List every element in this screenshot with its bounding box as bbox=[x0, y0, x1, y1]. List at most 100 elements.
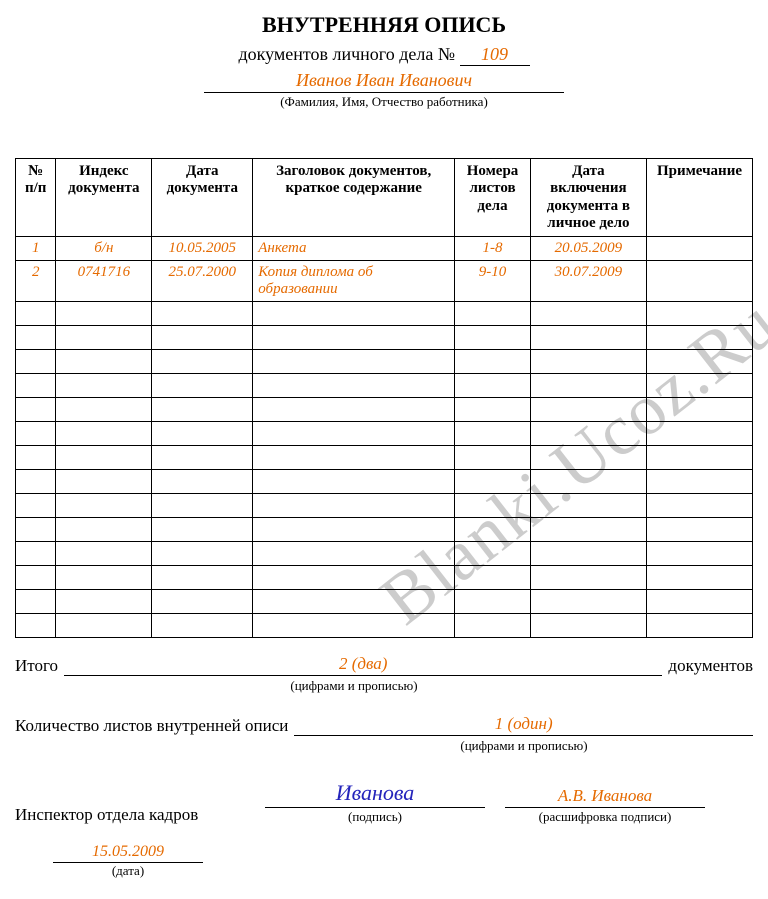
table-cell bbox=[152, 590, 253, 614]
table-cell bbox=[530, 422, 646, 446]
table-cell: 30.07.2009 bbox=[530, 261, 646, 302]
table-cell bbox=[56, 566, 152, 590]
table-cell bbox=[530, 446, 646, 470]
table-row: 1б/н10.05.2005Анкета1-820.05.2009 bbox=[16, 237, 753, 261]
table-cell: 1 bbox=[16, 237, 56, 261]
table-header-cell: № п/п bbox=[16, 159, 56, 237]
table-cell bbox=[152, 518, 253, 542]
sheets-value: 1 (один) bbox=[294, 714, 753, 736]
table-cell bbox=[56, 518, 152, 542]
table-row: 2074171625.07.2000Копия диплома об образ… bbox=[16, 261, 753, 302]
table-cell bbox=[253, 470, 455, 494]
table-cell bbox=[455, 302, 531, 326]
table-cell bbox=[56, 446, 152, 470]
table-cell bbox=[530, 590, 646, 614]
table-cell bbox=[16, 422, 56, 446]
table-cell bbox=[253, 614, 455, 638]
table-cell bbox=[455, 590, 531, 614]
case-number: 109 bbox=[460, 44, 530, 66]
table-cell bbox=[455, 422, 531, 446]
table-cell bbox=[455, 374, 531, 398]
table-cell bbox=[152, 494, 253, 518]
table-cell bbox=[646, 302, 752, 326]
table-cell: 2 bbox=[16, 261, 56, 302]
table-cell bbox=[152, 422, 253, 446]
table-cell bbox=[152, 614, 253, 638]
table-cell: б/н bbox=[56, 237, 152, 261]
table-cell bbox=[530, 302, 646, 326]
table-cell bbox=[530, 398, 646, 422]
table-cell bbox=[56, 614, 152, 638]
document-title: ВНУТРЕННЯЯ ОПИСЬ bbox=[15, 12, 753, 38]
table-cell bbox=[16, 350, 56, 374]
table-cell bbox=[56, 374, 152, 398]
signature-decoded: А.В. Иванова bbox=[558, 786, 652, 806]
table-cell bbox=[646, 566, 752, 590]
table-cell bbox=[56, 350, 152, 374]
table-cell: 9-10 bbox=[455, 261, 531, 302]
table-cell bbox=[253, 422, 455, 446]
table-row bbox=[16, 398, 753, 422]
signature-decoded-caption: (расшифровка подписи) bbox=[539, 809, 672, 825]
table-row bbox=[16, 326, 753, 350]
table-cell bbox=[455, 614, 531, 638]
table-row bbox=[16, 422, 753, 446]
sheets-row: Количество листов внутренней описи 1 (од… bbox=[15, 714, 753, 736]
signature-script: Иванова bbox=[336, 780, 415, 806]
table-row bbox=[16, 614, 753, 638]
subtitle-prefix: документов личного дела № bbox=[238, 44, 455, 64]
table-cell bbox=[16, 590, 56, 614]
table-cell: 10.05.2005 bbox=[152, 237, 253, 261]
table-header-cell: Заголовок документов, краткое содержание bbox=[253, 159, 455, 237]
table-cell bbox=[455, 446, 531, 470]
table-cell bbox=[646, 542, 752, 566]
table-cell bbox=[16, 446, 56, 470]
signature-block: Инспектор отдела кадров Иванова (подпись… bbox=[15, 780, 753, 825]
person-name-caption: (Фамилия, Имя, Отчество работника) bbox=[15, 94, 753, 110]
table-cell bbox=[646, 590, 752, 614]
table-cell: 1-8 bbox=[455, 237, 531, 261]
sheets-label: Количество листов внутренней описи bbox=[15, 716, 288, 736]
table-cell: 20.05.2009 bbox=[530, 237, 646, 261]
table-row bbox=[16, 374, 753, 398]
table-row bbox=[16, 470, 753, 494]
sign-date-caption: (дата) bbox=[53, 863, 203, 879]
table-cell: 0741716 bbox=[56, 261, 152, 302]
table-cell bbox=[646, 350, 752, 374]
total-row: Итого 2 (два) документов bbox=[15, 654, 753, 676]
table-cell bbox=[16, 398, 56, 422]
table-cell bbox=[646, 398, 752, 422]
table-cell bbox=[253, 350, 455, 374]
table-cell bbox=[646, 261, 752, 302]
table-cell bbox=[16, 566, 56, 590]
subtitle-row: документов личного дела № 109 bbox=[15, 44, 753, 66]
total-suffix: документов bbox=[668, 656, 753, 676]
table-row bbox=[16, 518, 753, 542]
table-cell bbox=[455, 470, 531, 494]
total-caption: (цифрами и прописью) bbox=[0, 678, 753, 694]
table-cell bbox=[152, 302, 253, 326]
table-cell bbox=[455, 566, 531, 590]
table-cell bbox=[16, 494, 56, 518]
table-cell bbox=[152, 326, 253, 350]
sheets-caption: (цифрами и прописью) bbox=[295, 738, 753, 754]
table-cell bbox=[530, 374, 646, 398]
table-cell bbox=[56, 590, 152, 614]
table-cell bbox=[455, 350, 531, 374]
table-cell bbox=[152, 374, 253, 398]
table-cell bbox=[16, 542, 56, 566]
table-cell bbox=[455, 398, 531, 422]
table-header-row: № п/пИндекс документаДата документаЗагол… bbox=[16, 159, 753, 237]
table-cell bbox=[455, 518, 531, 542]
table-cell bbox=[56, 470, 152, 494]
table-cell bbox=[455, 326, 531, 350]
table-cell bbox=[530, 542, 646, 566]
table-cell bbox=[530, 518, 646, 542]
table-cell bbox=[646, 614, 752, 638]
table-row bbox=[16, 542, 753, 566]
table-row bbox=[16, 590, 753, 614]
table-cell bbox=[56, 398, 152, 422]
table-cell: 25.07.2000 bbox=[152, 261, 253, 302]
table-cell bbox=[56, 422, 152, 446]
table-cell bbox=[56, 302, 152, 326]
